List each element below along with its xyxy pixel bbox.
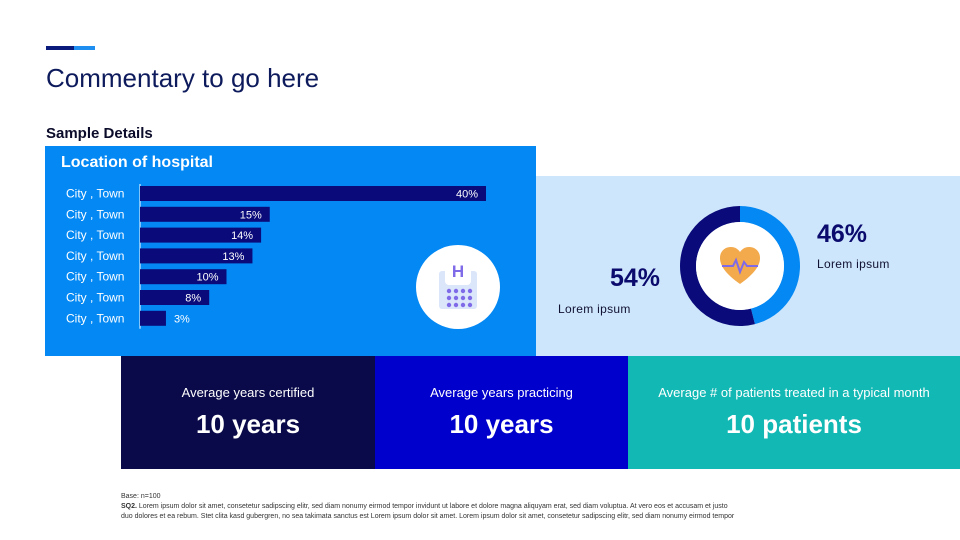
stat-label: Average years certified <box>181 385 315 400</box>
donut-panel: 54% Lorem ipsum 46% Lorem ipsum <box>536 176 960 356</box>
bar <box>140 310 166 326</box>
page-title: Commentary to go here <box>46 63 320 93</box>
bar-value-label: 8% <box>185 293 201 305</box>
stat-value: 10 years <box>195 409 301 439</box>
slice-54-label: Lorem ipsum <box>558 302 631 316</box>
stat-label: Average # of patients treated in a typic… <box>658 385 930 400</box>
bar-value-label: 13% <box>222 251 244 263</box>
bar-value-label: 14% <box>231 230 253 242</box>
heart-pulse-icon <box>720 247 760 284</box>
accent-segment-light <box>74 46 95 50</box>
donut-slice <box>740 206 800 325</box>
location-bar-chart: City , Town 40% City , Town 15% City , Town 1… <box>66 184 486 329</box>
slice-46-percent: 46% <box>817 220 868 248</box>
bar-value-label: 15% <box>240 209 262 221</box>
bar <box>140 248 253 264</box>
bar <box>140 290 210 305</box>
stat-value: 10 patients <box>726 409 862 439</box>
bar-value-label: 40% <box>456 189 478 201</box>
hospital-icon: H <box>416 245 500 329</box>
bar-category-label: City , Town <box>66 270 124 284</box>
bar-category-label: City , Town <box>66 311 124 325</box>
footnote-base: Base: n=100 <box>121 493 161 500</box>
slice-46-label: Lorem ipsum <box>817 257 890 271</box>
bar-category-label: City , Town <box>66 207 124 221</box>
bar <box>140 186 486 201</box>
svg-text:H: H <box>452 262 464 281</box>
location-panel-title: Location of hospital <box>61 154 213 171</box>
bar-category-label: City , Town <box>66 249 124 263</box>
stat-patients-per-month: Average # of patients treated in a typic… <box>628 356 960 469</box>
stat-years-certified: Average years certified 10 years <box>121 356 375 469</box>
bar <box>140 269 227 285</box>
bar-value-label: 3% <box>174 313 190 325</box>
bar-value-label: 10% <box>196 272 218 284</box>
footnote-line-1: SQ2. Lorem ipsum dolor sit amet, consete… <box>121 503 728 510</box>
donut-slice <box>680 206 755 326</box>
accent-segment-dark <box>46 46 74 50</box>
stat-value: 10 years <box>449 409 554 439</box>
bar <box>140 227 262 243</box>
footnote-text-1: Lorem ipsum dolor sit amet, consetetur s… <box>138 503 728 510</box>
section-label: Sample Details <box>46 125 153 142</box>
bar-category-label: City , Town <box>66 187 124 201</box>
bar <box>140 206 270 222</box>
location-panel: City , Town 40% City , Town 15% City , Town 1… <box>45 146 536 356</box>
footnote-question-id: SQ2. <box>121 503 137 510</box>
bar-category-label: City , Town <box>66 291 124 305</box>
stat-label: Average years practicing <box>430 385 573 400</box>
stat-years-practicing: Average years practicing 10 years <box>375 356 628 469</box>
footnote-line-2: duo dolores et ea rebum. Stet clita kasd… <box>121 513 735 520</box>
slice-54-percent: 54% <box>610 264 661 292</box>
title-accent-line <box>46 46 95 50</box>
bar-category-label: City , Town <box>66 228 124 242</box>
